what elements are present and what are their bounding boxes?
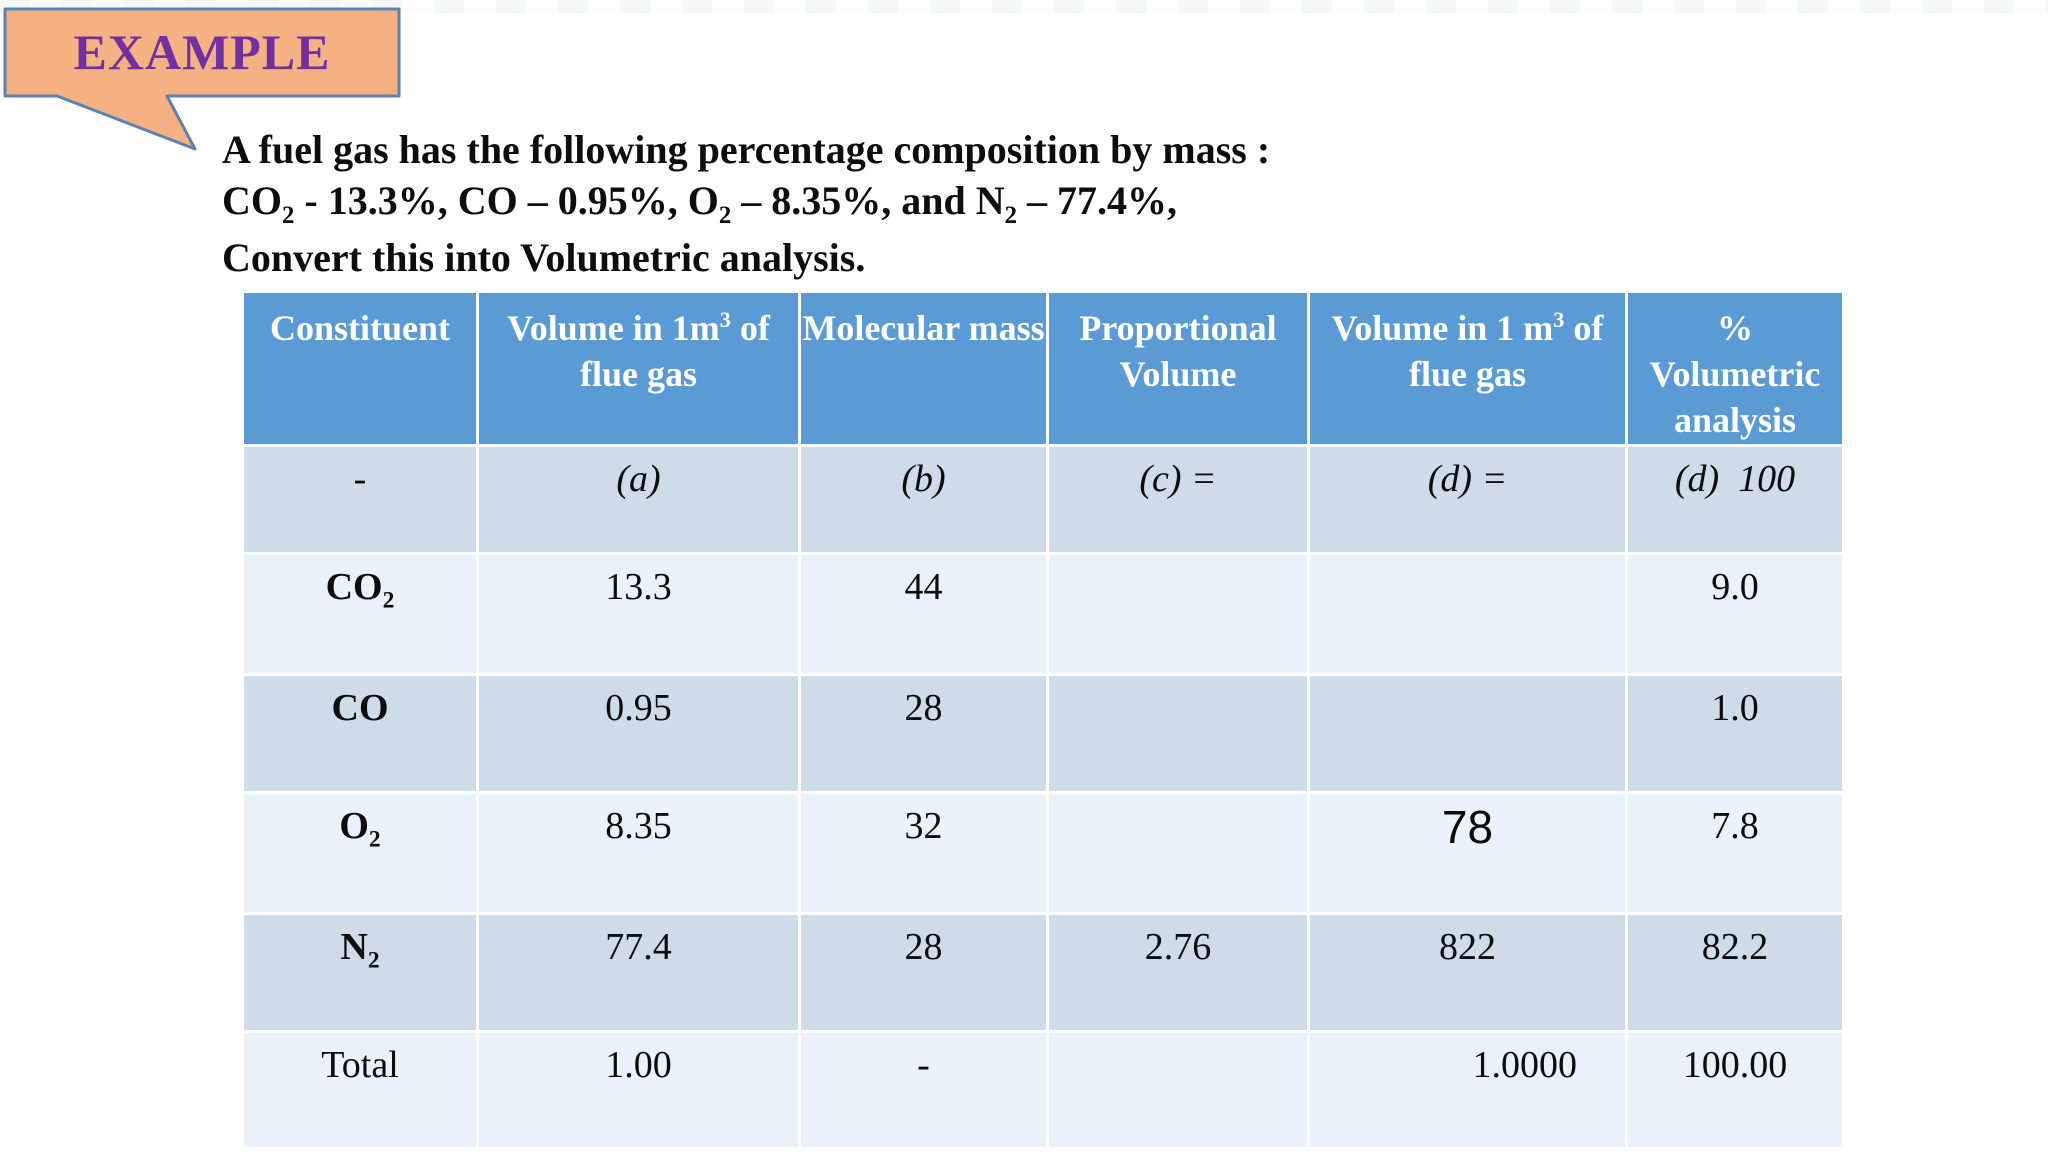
table-row: O2 8.35 32 78 7.8: [241, 791, 1845, 916]
callout-shape: [3, 7, 401, 151]
speech-bubble-shape: [3, 7, 401, 151]
table-cell: 9.0: [1625, 552, 1845, 677]
table-cell: [1307, 673, 1628, 795]
table-cell: (a): [476, 444, 801, 556]
table-cell: 82.2: [1625, 912, 1845, 1034]
problem-line-3: Convert this into Volumetric analysis.: [222, 234, 866, 280]
table-cell: 28: [798, 912, 1049, 1034]
table-row: - (a) (b) (c) = (d) = (d) 100: [241, 444, 1845, 556]
table-cell: [1046, 673, 1310, 795]
table-cell: 8.35: [476, 791, 801, 916]
table-cell: 32: [798, 791, 1049, 916]
table-cell: -: [798, 1030, 1049, 1151]
table-cell: 0.95: [476, 673, 801, 795]
problem-line-1: A fuel gas has the following percentage …: [222, 127, 1271, 172]
table-cell: (b): [798, 444, 1049, 556]
column-header-1: Constituent: [241, 289, 479, 448]
table-cell: CO: [241, 673, 479, 795]
volumetric-analysis-table: Constituent Volume in 1m3 of flue gas Mole…: [241, 289, 1845, 1151]
table-row: CO2 13.3 44 9.0: [241, 552, 1845, 677]
table-cell: 1.0000: [1307, 1030, 1628, 1151]
top-edge-artifact: [0, 0, 2048, 13]
table-cell: Total: [241, 1030, 479, 1151]
table-cell: 28: [798, 673, 1049, 795]
table-cell: O2: [241, 791, 479, 916]
table-cell: [1307, 552, 1628, 677]
table-cell: [1046, 552, 1310, 677]
example-callout: EXAMPLE: [2, 6, 412, 161]
table-cell: 78: [1307, 791, 1628, 916]
problem-statement: A fuel gas has the following percentage …: [222, 124, 1922, 283]
table-cell: 1.00: [476, 1030, 801, 1151]
table-cell: [1046, 1030, 1310, 1151]
table-row: N2 77.4 28 2.76 822 82.2: [241, 912, 1845, 1034]
table-cell: 77.4: [476, 912, 801, 1034]
table-cell: (c) =: [1046, 444, 1310, 556]
table-row: Total 1.00- 1.0000 100.00: [241, 1030, 1845, 1151]
table-cell: (d) =: [1307, 444, 1628, 556]
table-cell: 822: [1307, 912, 1628, 1034]
table-cell: (d) 100: [1625, 444, 1845, 556]
table-header-row: Constituent Volume in 1m3 of flue gas Mole…: [241, 289, 1845, 448]
column-header-4: Proportional Volume: [1046, 289, 1310, 448]
table-cell: N2: [241, 912, 479, 1034]
column-header-6: % Volumetric analysis: [1625, 289, 1845, 448]
table-cell: 7.8: [1625, 791, 1845, 916]
table-cell: 100.00: [1625, 1030, 1845, 1151]
table-cell: 2.76: [1046, 912, 1310, 1034]
column-header-5: Volume in 1 m3 of flue gas: [1307, 289, 1628, 448]
column-header-2: Volume in 1m3 of flue gas: [476, 289, 801, 448]
table-row: CO 0.95 28 1.0: [241, 673, 1845, 795]
table-cell: 1.0: [1625, 673, 1845, 795]
column-header-3: Molecular mass: [798, 289, 1049, 448]
table-cell: 13.3: [476, 552, 801, 677]
table-cell: 44: [798, 552, 1049, 677]
example-label: EXAMPLE: [73, 24, 331, 80]
table-cell: -: [241, 444, 479, 556]
table-cell: [1046, 791, 1310, 916]
problem-line-2: CO2 - 13.3%, CO – 0.95%, O2 – 8.35%, and…: [222, 178, 1178, 230]
table-cell: CO2: [241, 552, 479, 677]
